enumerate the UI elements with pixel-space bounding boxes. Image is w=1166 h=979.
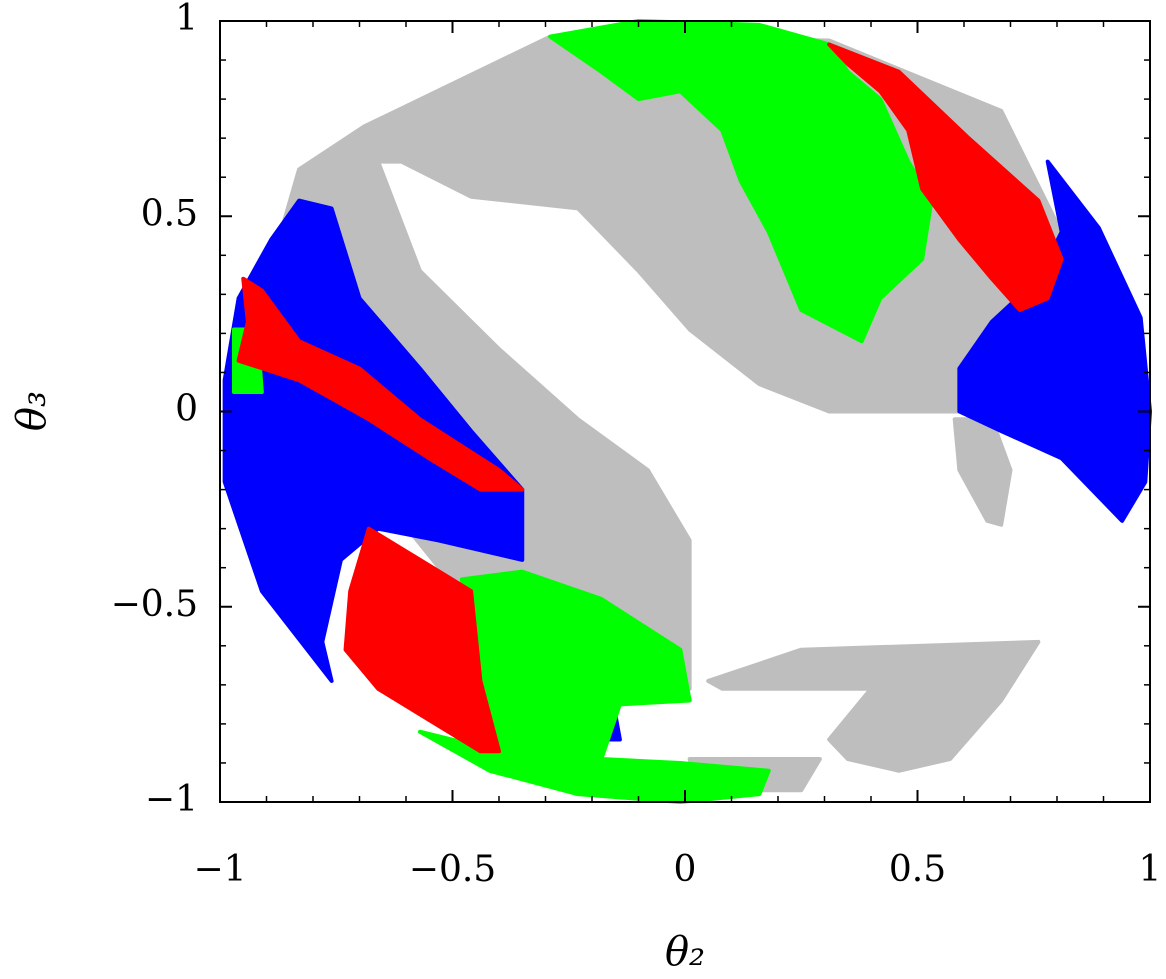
x-axis-label: θ₂ [665, 929, 705, 975]
x-tick-label: −1 [193, 849, 246, 890]
x-tick-label: 1 [1139, 849, 1162, 890]
y-tick-label: 0 [175, 389, 198, 430]
x-tick-label: 0.5 [889, 849, 946, 890]
y-tick-label: −0.5 [111, 584, 198, 625]
x-tick-label: 0 [674, 849, 697, 890]
y-tick-label: −1 [145, 779, 198, 820]
y-tick-label: 0.5 [141, 193, 198, 234]
plot-area [222, 19, 1152, 804]
x-tick-label: −0.5 [409, 849, 496, 890]
y-axis-label: θ₃ [9, 391, 55, 431]
scatter-region [236, 42, 1064, 754]
y-tick-label: 1 [175, 0, 198, 39]
